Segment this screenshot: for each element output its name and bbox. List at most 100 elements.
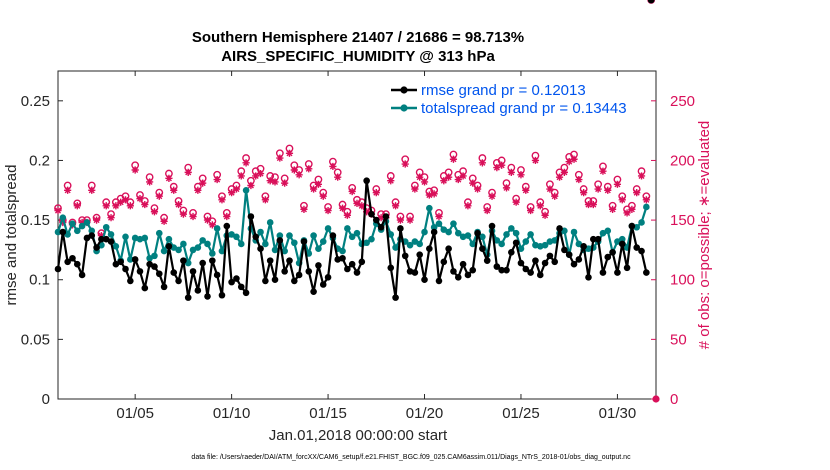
obs-evaluated-marker (314, 180, 323, 188)
obs-evaluated-marker (78, 218, 86, 227)
rmse-point (122, 265, 129, 273)
rmse-point (93, 244, 100, 251)
x-tick-label: 01/10 (213, 405, 251, 422)
rmse-point (209, 257, 216, 264)
rmse-point (98, 235, 105, 243)
rmse-point (387, 264, 395, 272)
totalspread-point (430, 223, 438, 231)
totalspread-point (141, 234, 149, 242)
rmse-point (508, 248, 515, 256)
totalspread-point (271, 246, 279, 254)
totalspread-point (450, 220, 457, 227)
rmse-point (594, 235, 602, 243)
rmse-point (368, 210, 375, 218)
y-right-tick-label: 50 (670, 331, 687, 348)
obs-evaluated-marker (618, 196, 626, 204)
obs-evaluated-marker (478, 159, 486, 167)
rmse-point (204, 293, 211, 300)
rmse-point (276, 237, 284, 244)
obs-evaluated-marker (483, 206, 491, 215)
totalspread-point (522, 238, 530, 245)
totalspread-point (508, 225, 515, 232)
obs-evaluated-marker (551, 192, 559, 200)
chart-title-line2: AIRS_SPECIFIC_HUMIDITY @ 313 hPa (221, 48, 495, 65)
obs-evaluated-marker (329, 162, 337, 171)
rmse-point (271, 276, 279, 284)
obs-evaluated-marker (594, 185, 602, 193)
obs-evaluated-marker (580, 189, 588, 197)
obs-evaluated-marker (343, 211, 351, 219)
obs-evaluated-marker (570, 155, 578, 163)
rmse-point (175, 277, 182, 285)
totalspread-point (570, 228, 578, 236)
totalspread-point (604, 227, 612, 235)
rmse-point (64, 258, 71, 266)
obs-evaluated-marker (64, 186, 72, 194)
x-tick-label: 01/20 (406, 405, 444, 422)
axis-tick-labels: 01/05 01/10 01/15 01/20 01/25 01/30 0 0.05 0.1 0.… (21, 93, 695, 422)
obs-evaluated-marker (232, 185, 241, 193)
totalspread-point (310, 232, 317, 239)
obs-evaluated-marker (121, 196, 130, 204)
obs-evaluated-marker (377, 214, 385, 222)
rmse-point (136, 268, 144, 275)
x-tick-label: 01/30 (599, 405, 637, 422)
totalspread-point (88, 227, 96, 235)
rmse-point (638, 247, 645, 255)
obs-evaluated-marker (73, 202, 81, 210)
rmse-point (633, 244, 641, 251)
legend-rmse-label: rmse grand pr = 0.12013 (421, 82, 586, 99)
totalspread-point (551, 237, 559, 244)
obs-evaluated-marker (247, 181, 255, 190)
totalspread-point (392, 244, 399, 251)
rmse-point (556, 225, 563, 232)
obs-evaluated-marker (449, 155, 458, 163)
rmse-point (262, 277, 269, 285)
obs-evaluated-marker (290, 166, 298, 174)
obs-evaluated-marker (252, 172, 260, 180)
totalspread-point (493, 237, 501, 244)
obs-evaluated-marker (107, 214, 115, 222)
totalspread-point (175, 246, 182, 254)
rmse-point (358, 258, 366, 266)
rmse-point (305, 268, 313, 275)
totalspread-point (286, 232, 293, 239)
rmse-point (291, 277, 298, 285)
y-axis-right-label: # of obs: o=possible; ∗=evaluated (696, 121, 713, 350)
totalspread-point (102, 223, 110, 231)
totalspread-point (204, 240, 211, 248)
obs-evaluated-marker (348, 187, 356, 196)
rmse-point (464, 271, 472, 279)
totalspread-point (324, 225, 332, 232)
obs-evaluated-marker (112, 202, 120, 210)
rmse-point (107, 238, 115, 245)
obs-evaluated-marker (276, 154, 284, 162)
rmse-point (363, 177, 370, 185)
y-tick-label: 0.05 (21, 331, 50, 348)
totalspread-point (69, 220, 76, 227)
rmse-point (382, 213, 390, 220)
obs-evaluated-marker (435, 212, 443, 221)
x-axis-label: Jan.01,2018 00:00:00 start (269, 427, 448, 444)
obs-evaluated-marker (126, 202, 134, 210)
rmse-point (546, 252, 554, 260)
rmse-point (479, 245, 486, 253)
rmse-point (324, 274, 332, 281)
totalspread-point (421, 228, 428, 236)
rmse-point (180, 257, 187, 264)
obs-evaluated-marker (97, 231, 106, 240)
rmse-point (117, 258, 124, 266)
obs-evaluated-marker (531, 156, 540, 165)
totalspread-point (426, 204, 433, 212)
totalspread-point (445, 228, 452, 236)
x-tick-label: 01/25 (502, 405, 540, 422)
rmse-point (512, 239, 520, 247)
obs-evaluated-marker (637, 172, 646, 180)
rmse-point (189, 268, 197, 275)
rmse-point (213, 271, 221, 279)
totalspread-point (454, 229, 462, 237)
rmse-point (127, 277, 134, 285)
obs-evaluated-marker (305, 165, 313, 173)
rmse-point (474, 229, 481, 237)
obs-evaluated-marker (464, 202, 472, 210)
